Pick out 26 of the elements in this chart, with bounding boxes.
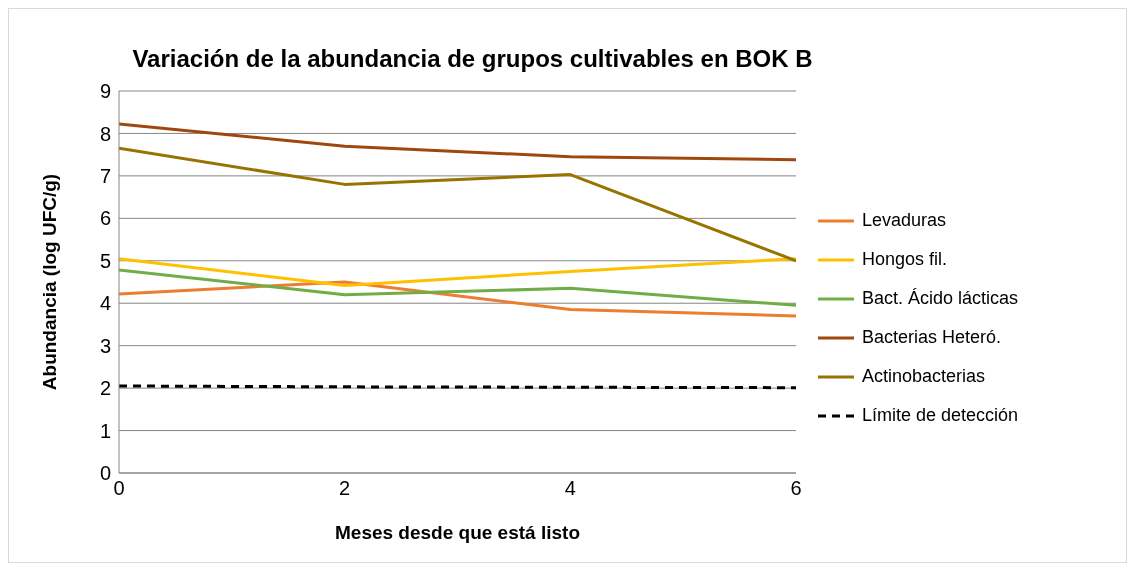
y-tick-label: 6 xyxy=(99,207,111,230)
line-series xyxy=(119,268,796,307)
line-series xyxy=(119,146,796,263)
legend-label: Bact. Ácido lácticas xyxy=(862,288,1019,309)
chart-title: Variación de la abundancia de grupos cultivables en BOK B xyxy=(131,45,814,73)
y-tick-label: 3 xyxy=(99,334,111,357)
legend-label: Actinobacterias xyxy=(862,366,986,387)
y-tick-label: 5 xyxy=(99,249,111,272)
y-tick-label: 0 xyxy=(99,462,111,485)
legend-label: Levaduras xyxy=(862,210,947,231)
y-tick-label: 1 xyxy=(99,419,111,442)
line-series xyxy=(119,122,796,162)
x-tick-label: 0 xyxy=(113,477,125,500)
x-tick-label: 6 xyxy=(790,477,802,500)
x-tick-label: 4 xyxy=(564,477,576,500)
x-tick-label: 2 xyxy=(339,477,351,500)
y-tick-label: 4 xyxy=(99,292,111,315)
legend-label: Hongos fil. xyxy=(862,249,948,270)
y-axis-title: Abundancia (log UFC/g) xyxy=(38,173,60,391)
y-tick-label: 7 xyxy=(99,164,111,187)
y-tick-label: 9 xyxy=(99,80,111,103)
y-tick-label: 2 xyxy=(99,377,111,400)
legend-label: Bacterias Heteró. xyxy=(862,327,1002,348)
x-axis-title: Meses desde que está listo xyxy=(335,522,580,543)
y-tick-label: 8 xyxy=(99,122,111,145)
legend-label: Límite de detección xyxy=(862,405,1019,426)
